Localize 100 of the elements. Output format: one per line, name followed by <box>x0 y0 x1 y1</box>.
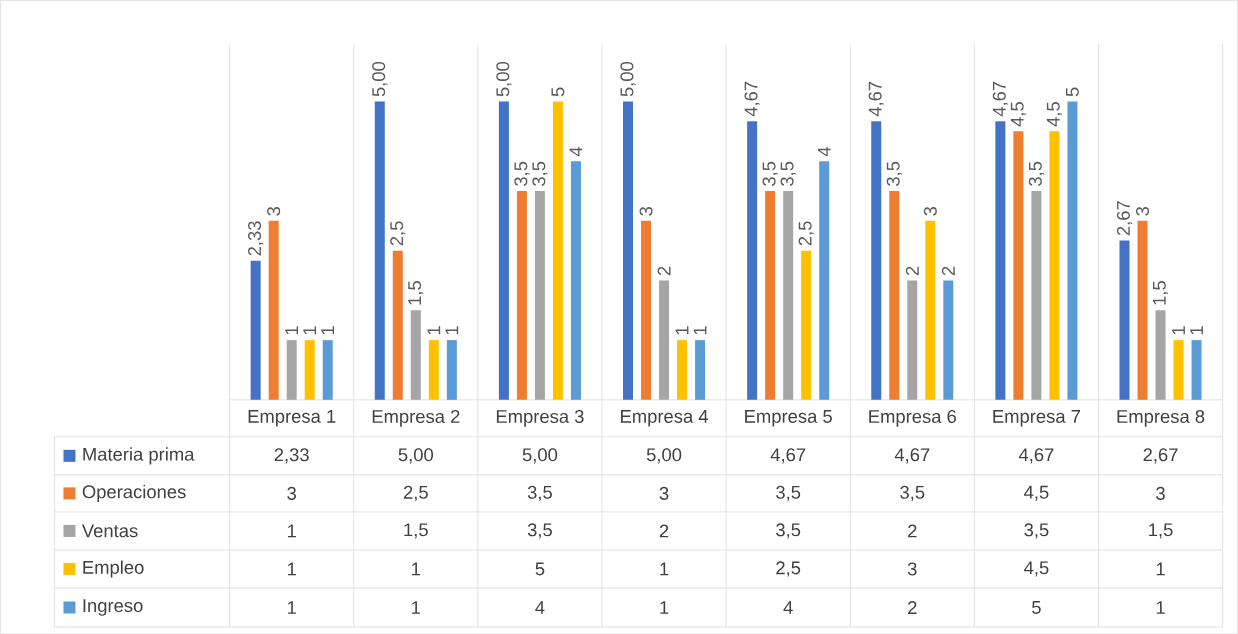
data-label: 3,5 <box>527 523 552 539</box>
data-label: 2 <box>908 600 917 614</box>
text: 2 <box>941 266 955 275</box>
bar <box>1191 339 1202 400</box>
bar <box>552 101 563 400</box>
text: 1,5 <box>1153 280 1169 305</box>
bar <box>1119 240 1130 400</box>
x-tick-label: Empresa 2 <box>372 409 460 427</box>
bar <box>1013 131 1024 400</box>
text: 1 <box>1190 326 1203 335</box>
bar <box>1173 339 1184 400</box>
bar <box>765 190 776 400</box>
text: 5,00 <box>372 61 388 97</box>
data-label: 1 <box>1156 600 1165 614</box>
text: 5,00 <box>496 61 512 97</box>
data-label: 1 <box>287 600 296 614</box>
data-label: 1 <box>660 562 669 576</box>
data-label: 4 <box>535 600 545 614</box>
text: 3,5 <box>532 161 548 186</box>
legend-label: Materia prima <box>83 447 195 465</box>
text: 3,5 <box>514 161 530 186</box>
text: 3,5 <box>762 161 778 186</box>
data-label: 2,5 <box>776 561 801 577</box>
text: 2,5 <box>798 221 814 246</box>
text: 2 <box>657 266 671 275</box>
bar <box>250 260 261 400</box>
data-label: 3,5 <box>527 485 552 501</box>
bar <box>1155 310 1166 400</box>
text: 4 <box>817 146 831 157</box>
text: 2 <box>905 266 919 275</box>
text: 3 <box>1135 206 1150 216</box>
text: 1 <box>427 326 441 335</box>
bar <box>516 190 527 400</box>
bar <box>392 250 403 400</box>
bar <box>995 120 1006 400</box>
bar <box>801 250 812 400</box>
bar <box>695 339 706 400</box>
x-tick-label: Empresa 1 <box>248 409 336 427</box>
text: 1 <box>693 326 707 335</box>
data-label: 3,5 <box>776 523 801 539</box>
text: 3,5 <box>886 161 902 186</box>
text: 1 <box>675 326 689 335</box>
x-tick-label: Empresa 6 <box>869 409 957 427</box>
data-label: 2,67 <box>1143 448 1178 464</box>
x-tick-label: Empresa 7 <box>993 409 1080 427</box>
text: 2,5 <box>390 221 406 246</box>
bar <box>304 339 315 400</box>
data-label: 5 <box>535 562 545 576</box>
bar <box>889 190 900 400</box>
text: 3 <box>639 206 653 216</box>
text: 1 <box>285 326 299 335</box>
bar <box>925 220 936 400</box>
bar <box>1049 131 1060 400</box>
data-label: 4 <box>783 600 793 614</box>
data-label: 2 <box>908 524 917 538</box>
text: 4,5 <box>1010 101 1026 127</box>
data-label: 4,5 <box>1024 485 1049 501</box>
text: 4,67 <box>992 81 1008 117</box>
text: 5 <box>551 87 565 97</box>
data-label: 1 <box>412 600 421 614</box>
bar <box>374 101 385 400</box>
bar <box>907 280 918 400</box>
bar <box>623 101 634 400</box>
data-label: 3,5 <box>776 485 801 501</box>
bar <box>322 339 333 400</box>
legend-label: Operaciones <box>82 484 186 502</box>
text: 5 <box>1066 87 1079 97</box>
data-label: 1 <box>287 562 296 576</box>
data-label: 1 <box>287 524 296 538</box>
data-label: 3 <box>659 486 669 500</box>
data-label: 1 <box>412 562 421 576</box>
data-label: 1,5 <box>404 523 428 539</box>
data-label: 3 <box>907 562 917 576</box>
x-tick-label: Empresa 4 <box>621 409 709 427</box>
text: 1 <box>1172 326 1185 335</box>
data-label: 3 <box>1156 486 1165 500</box>
legend-label: Ventas <box>81 524 138 538</box>
data-label: 4,67 <box>770 448 806 464</box>
bar <box>659 280 670 400</box>
bar <box>534 190 545 400</box>
bar <box>498 101 509 400</box>
text: 4,5 <box>1046 101 1062 127</box>
x-tick-label: Empresa 5 <box>745 409 832 427</box>
text: 1,5 <box>408 280 424 305</box>
text: 4,67 <box>744 81 760 117</box>
data-label: 1,5 <box>1149 523 1173 539</box>
data-label: 2,5 <box>403 485 428 501</box>
data-label: 5,00 <box>646 448 682 464</box>
data-label: 4,67 <box>894 448 930 464</box>
data-label: 5,00 <box>522 448 558 464</box>
legend-label: Empleo <box>83 560 144 578</box>
bar <box>783 190 794 400</box>
bar <box>747 120 758 400</box>
text: 2,33 <box>248 221 264 256</box>
text: 1 <box>303 326 317 335</box>
bar <box>570 160 581 400</box>
x-tick-label: Empresa 8 <box>1117 409 1205 427</box>
bar <box>286 339 297 400</box>
text: 4,67 <box>868 81 884 117</box>
bar <box>1067 101 1078 400</box>
